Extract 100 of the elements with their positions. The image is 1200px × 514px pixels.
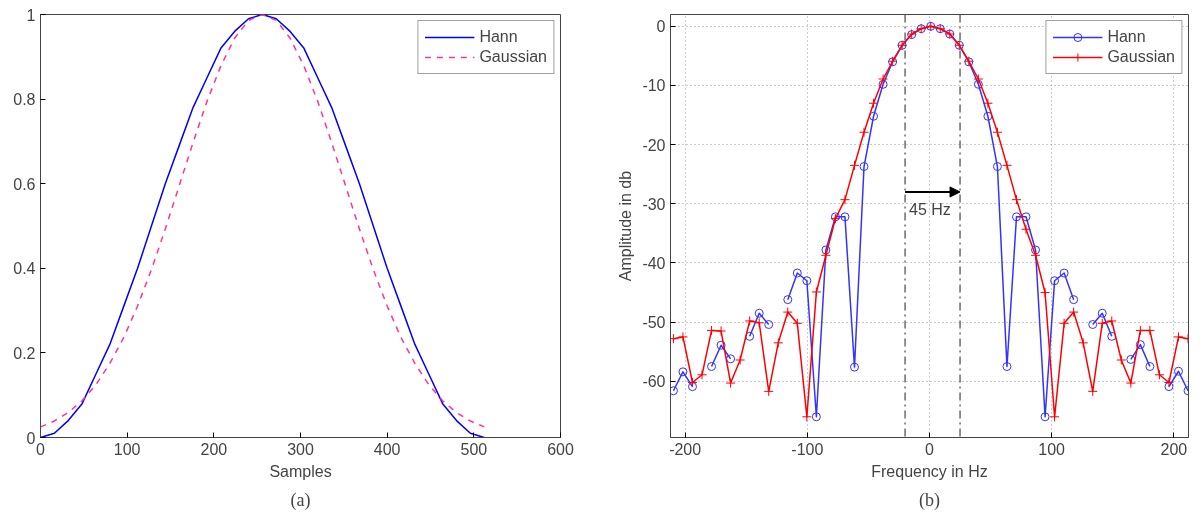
point: [792, 268, 802, 278]
point: [1145, 362, 1155, 371]
point: [1030, 250, 1041, 261]
legend-label: Hann: [479, 28, 518, 46]
point: [1135, 325, 1146, 336]
point: [783, 295, 793, 305]
y-tick-label: 0.8: [13, 91, 36, 109]
y-tick-label: -40: [642, 254, 666, 272]
x-axis-title: Samples: [269, 462, 332, 480]
y-tick-label: -20: [642, 136, 666, 154]
point: [1173, 331, 1184, 342]
y-tick-label: 0: [656, 18, 666, 36]
point: [1154, 369, 1165, 380]
x-tick-label: 400: [373, 440, 401, 458]
point: [982, 98, 993, 109]
point: [811, 412, 821, 422]
point: [670, 333, 679, 344]
point: [878, 79, 888, 89]
point: [1011, 212, 1021, 222]
point: [811, 286, 822, 297]
point: [973, 73, 984, 84]
point: [707, 362, 717, 371]
point: [1059, 268, 1069, 278]
x-tick-label: 200: [200, 440, 228, 458]
x-tick-label: 300: [287, 440, 314, 458]
point: [773, 337, 784, 348]
point: [1088, 320, 1098, 329]
x-tick-label: 100: [113, 440, 141, 458]
x-tick-label: 0: [925, 440, 935, 458]
y-tick-label: 0.4: [13, 260, 36, 278]
point: [973, 79, 983, 89]
point: [849, 362, 859, 372]
x-tick-label: 600: [547, 440, 574, 458]
point: [687, 382, 697, 392]
point: [1078, 337, 1089, 348]
point: [1144, 325, 1155, 336]
point: [697, 369, 708, 380]
legend-label: Hann: [1107, 28, 1146, 46]
text: (b): [919, 489, 941, 511]
point: [849, 160, 860, 171]
y-tick-label: 0.6: [13, 175, 36, 193]
point: [859, 162, 869, 172]
point: [869, 111, 879, 121]
y-tick-label: 1: [26, 6, 36, 24]
point: [1163, 377, 1174, 388]
point: [821, 245, 831, 255]
y-tick-label: 0: [26, 429, 36, 447]
point: [1116, 355, 1127, 365]
point: [992, 127, 1003, 138]
point: [754, 308, 764, 318]
point: [725, 378, 736, 389]
point: [782, 307, 793, 318]
point: [1097, 318, 1108, 329]
point: [983, 111, 993, 121]
y-axis-title: Amplitude in db: [617, 170, 635, 282]
point: [840, 212, 850, 222]
point: [687, 377, 698, 388]
point: [1040, 287, 1051, 298]
point: [878, 73, 889, 84]
point: [1106, 315, 1117, 326]
point: [716, 326, 727, 337]
point: [1001, 160, 1012, 171]
point: [1040, 412, 1050, 422]
point: [1069, 295, 1079, 305]
point: [992, 162, 1002, 172]
point: [764, 320, 774, 329]
point: [1011, 194, 1022, 205]
point: [745, 331, 755, 341]
point: [820, 250, 831, 261]
point: [1125, 378, 1136, 389]
x-tick-label: -100: [791, 440, 824, 458]
x-tick-label: 500: [460, 440, 488, 458]
legend-label: Gaussian: [1107, 48, 1175, 66]
x-axis-title: Frequency in Hz: [871, 462, 988, 480]
y-tick-label: -50: [642, 314, 666, 332]
point: [670, 386, 678, 396]
annotation: 45 Hz: [909, 200, 951, 218]
point: [859, 127, 870, 138]
point: [1097, 308, 1107, 318]
point: [1059, 318, 1070, 329]
point: [677, 331, 688, 342]
y-tick-label: -60: [642, 373, 666, 391]
point: [1002, 362, 1012, 371]
point: [706, 325, 717, 336]
point: [1050, 276, 1060, 286]
point: [839, 194, 850, 205]
point: [802, 276, 812, 286]
point: [1021, 224, 1032, 235]
point: [1126, 354, 1136, 364]
x-tick-label: -200: [669, 440, 702, 458]
point: [678, 367, 688, 377]
text: (a): [290, 489, 311, 511]
x-tick-label: 200: [1160, 440, 1188, 458]
point: [716, 340, 726, 350]
point: [1031, 245, 1041, 255]
point: [1107, 331, 1117, 341]
point: [1021, 212, 1031, 222]
point: [1173, 366, 1183, 376]
point: [726, 354, 736, 364]
point: [735, 355, 746, 365]
